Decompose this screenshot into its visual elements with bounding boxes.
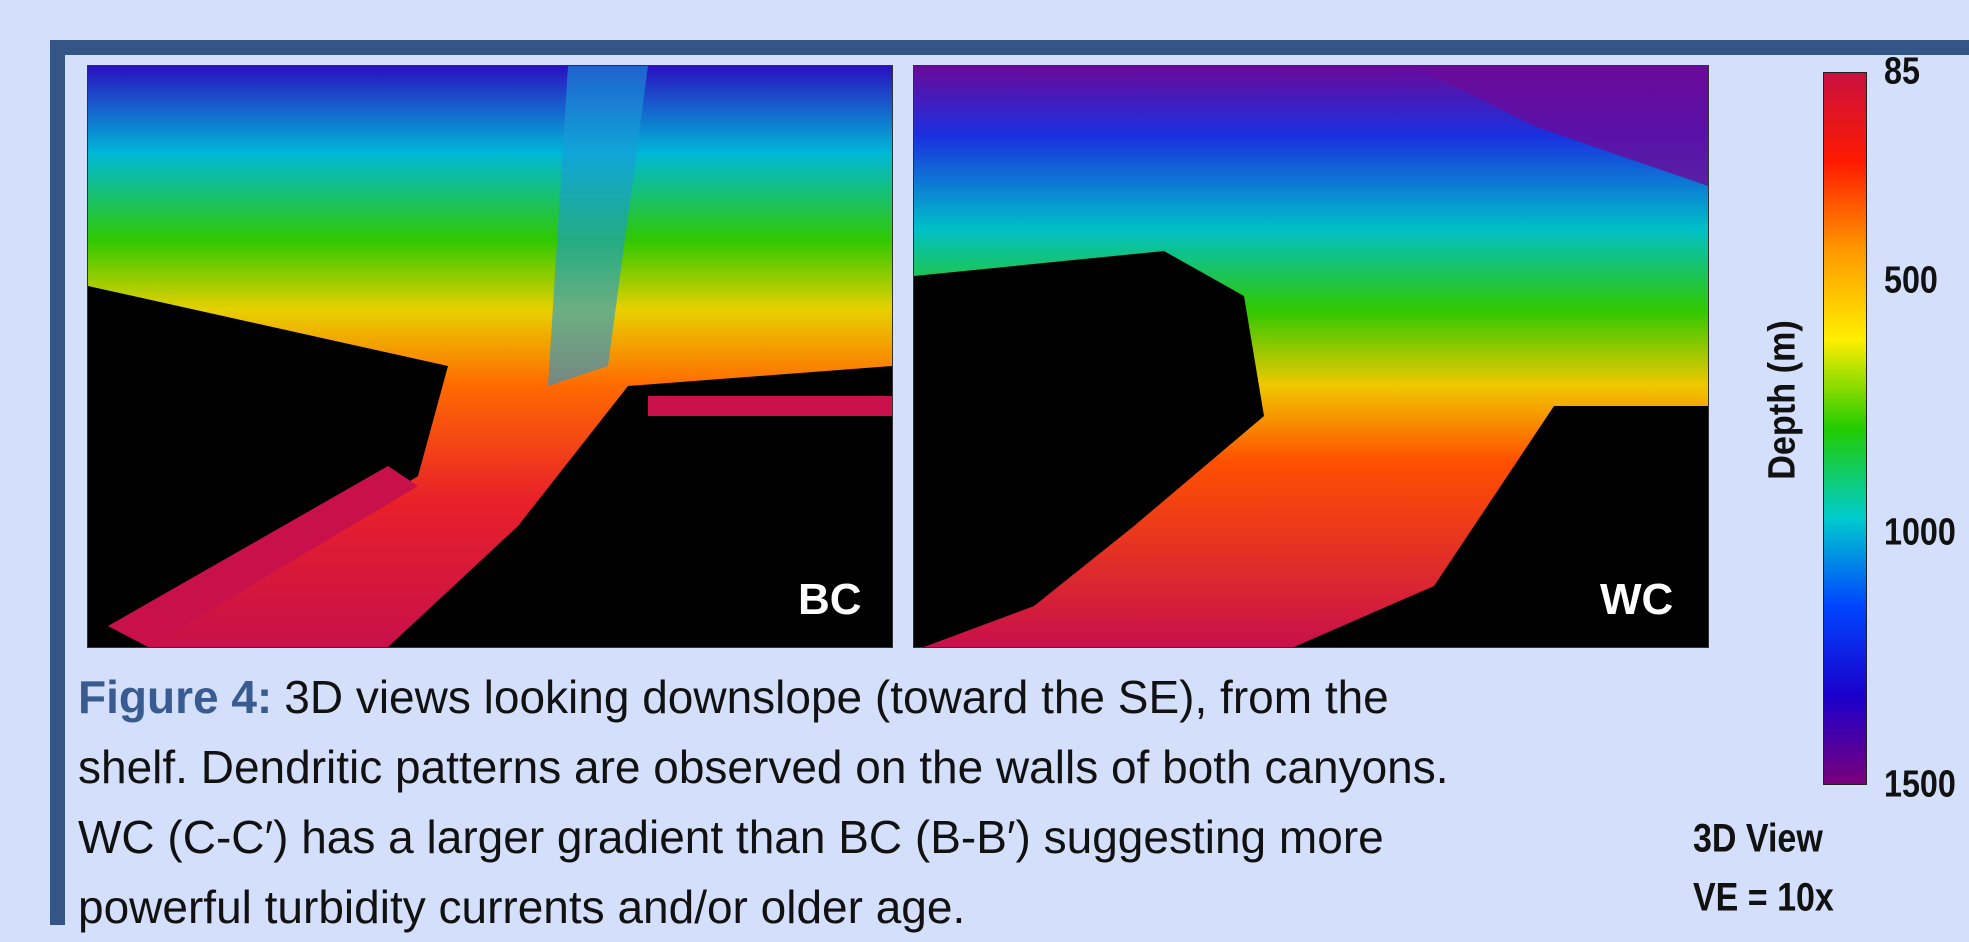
- caption-text: 3D views looking downslope (toward the S…: [284, 671, 1389, 723]
- bathymetry-image: [87, 65, 893, 648]
- caption-text: powerful turbidity currents and/or older…: [78, 881, 965, 933]
- view-label: VE = 10x: [1693, 876, 1834, 921]
- colorbar-tick-label: 1500: [1884, 764, 1956, 807]
- caption-text: shelf. Dendritic patterns are observed o…: [78, 741, 1449, 793]
- caption-line: WC (C-C′) has a larger gradient than BC …: [78, 802, 1449, 872]
- view-label: 3D View: [1693, 817, 1823, 862]
- caption: Figure 4:3D views looking downslope (tow…: [78, 662, 1449, 942]
- caption-line: powerful turbidity currents and/or older…: [78, 872, 1449, 942]
- colorbar-title: Depth (m): [1762, 320, 1805, 480]
- colorbar-tick-label: 85: [1884, 51, 1920, 94]
- caption-lead: Figure 4:: [78, 671, 272, 723]
- colorbar-fill: [1824, 73, 1867, 785]
- caption-text: WC (C-C′) has a larger gradient than BC …: [78, 811, 1384, 863]
- colorbar-tick-label: 1000: [1884, 512, 1956, 555]
- colorbar: [1823, 72, 1867, 785]
- page: BC WC Figure 4:3D views looking downslop…: [0, 0, 1969, 925]
- caption-line: Figure 4:3D views looking downslope (tow…: [78, 662, 1449, 732]
- colorbar-tick-label: 500: [1884, 260, 1938, 303]
- bathymetry-image: [913, 65, 1709, 648]
- caption-line: shelf. Dendritic patterns are observed o…: [78, 732, 1449, 802]
